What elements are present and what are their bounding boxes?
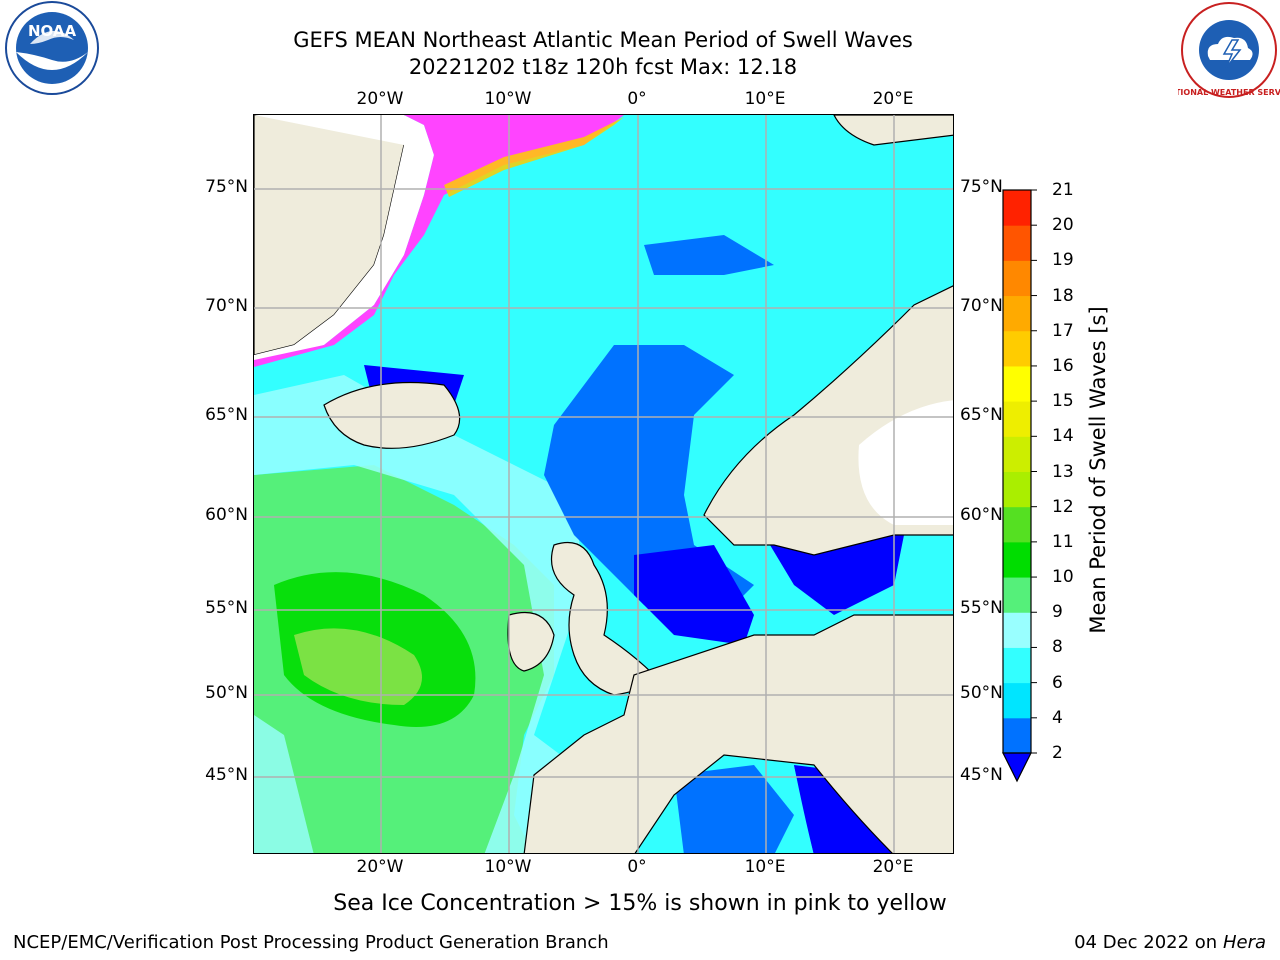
colorbar-segment <box>1003 682 1031 719</box>
lat-tick-left: 75°N <box>205 177 248 197</box>
colorbar-tick-label: 20 <box>1052 215 1074 236</box>
lon-tick-bottom: 20°E <box>872 857 914 877</box>
lat-tick-right: 65°N <box>960 405 1003 425</box>
colorbar-tick-label: 12 <box>1052 496 1074 517</box>
colorbar-segment <box>1003 577 1031 613</box>
colorbar-tick-label: 9 <box>1052 602 1063 623</box>
swell-region-8-9 <box>254 375 634 853</box>
map-panel <box>253 114 954 854</box>
colorbar-segment <box>1003 295 1031 332</box>
iceland-land <box>323 381 461 449</box>
swell-period-map <box>254 115 953 853</box>
sweden-ice-free <box>858 400 953 525</box>
lat-tick-left: 45°N <box>205 765 248 785</box>
producer-credit: NCEP/EMC/Verification Post Processing Pr… <box>13 932 609 953</box>
colorbar-tick-label: 8 <box>1052 637 1063 658</box>
lon-tick-top: 20°W <box>356 89 404 109</box>
colorbar-segment <box>1003 225 1031 261</box>
lat-tick-left: 65°N <box>205 405 248 425</box>
run-date-credit: 04 Dec 2022 on Hera <box>1074 932 1266 953</box>
swell-region-11-12 <box>294 628 422 705</box>
ireland-land <box>507 611 555 672</box>
lon-tick-bottom: 0° <box>627 857 647 877</box>
colorbar-tick-label: 6 <box>1052 672 1063 693</box>
lon-tick-bottom: 20°W <box>356 857 404 877</box>
lon-tick-top: 0° <box>627 89 647 109</box>
lat-tick-left: 55°N <box>205 598 248 618</box>
colorbar-tick-label: 19 <box>1052 250 1074 271</box>
nws-logo: NATIONAL WEATHER SERVICE <box>1163 0 1280 100</box>
run-host: Hera <box>1222 932 1266 953</box>
lat-tick-right: 75°N <box>960 177 1003 197</box>
lat-tick-right: 60°N <box>960 505 1003 525</box>
nws-logo-text: NATIONAL WEATHER SERVICE <box>1178 88 1280 97</box>
colorbar-tick-label: 11 <box>1052 531 1074 552</box>
colorbar-tick-label: 17 <box>1052 320 1074 341</box>
greenland-ice-free <box>254 115 434 365</box>
lon-tick-top: 20°E <box>872 89 914 109</box>
colorbar-segment <box>1003 260 1031 297</box>
lon-tick-top: 10°W <box>484 89 532 109</box>
colorbar-segment <box>1003 541 1031 578</box>
colorbar-tick-label: 21 <box>1052 180 1074 200</box>
lon-tick-bottom: 10°W <box>484 857 532 877</box>
colorbar-extend-arrow <box>1002 752 1032 783</box>
lat-tick-right: 70°N <box>960 296 1003 316</box>
colorbar-segment <box>1003 365 1031 402</box>
colorbar-segment <box>1003 612 1031 648</box>
lat-tick-left: 50°N <box>205 683 248 703</box>
colorbar-tick-label: 18 <box>1052 285 1074 306</box>
colorbar-segment <box>1003 330 1031 367</box>
chart-title: GEFS MEAN Northeast Atlantic Mean Period… <box>293 28 913 52</box>
lat-tick-right: 50°N <box>960 683 1003 703</box>
lat-tick-left: 70°N <box>205 296 248 316</box>
colorbar-segment <box>1003 190 1031 226</box>
noaa-logo-text: NOAA <box>28 22 77 40</box>
noaa-logo: NOAA <box>0 0 104 98</box>
lat-tick-right: 45°N <box>960 765 1003 785</box>
colorbar-segment <box>1003 436 1031 472</box>
lon-tick-bottom: 10°E <box>744 857 786 877</box>
colorbar-segment <box>1003 717 1031 754</box>
lon-tick-top: 10°E <box>744 89 786 109</box>
colorbar-tick-label: 4 <box>1052 707 1063 728</box>
sea-ice-caption: Sea Ice Concentration > 15% is shown in … <box>333 891 947 916</box>
graticule <box>254 115 953 853</box>
colorbar-tick-label: 14 <box>1052 426 1074 447</box>
lat-tick-left: 60°N <box>205 505 248 525</box>
colorbar-tick-label: 13 <box>1052 461 1074 482</box>
colorbar-title: Mean Period of Swell Waves [s] <box>1086 306 1110 634</box>
colorbar-tick-label: 2 <box>1052 743 1063 763</box>
chart-subtitle: 20221202 t18z 120h fcst Max: 12.18 <box>408 55 798 79</box>
run-date: 04 Dec 2022 on <box>1074 932 1218 953</box>
colorbar-tick-label: 16 <box>1052 355 1074 376</box>
colorbar-segment <box>1003 471 1031 508</box>
continental-europe-land <box>523 614 953 853</box>
colorbar-tick-label: 10 <box>1052 567 1074 588</box>
colorbar-segment <box>1003 506 1031 543</box>
colorbar-tick-label: 15 <box>1052 391 1074 412</box>
lat-tick-right: 55°N <box>960 598 1003 618</box>
colorbar <box>1002 189 1037 783</box>
colorbar-segment <box>1003 647 1031 684</box>
colorbar-segment <box>1003 401 1031 437</box>
